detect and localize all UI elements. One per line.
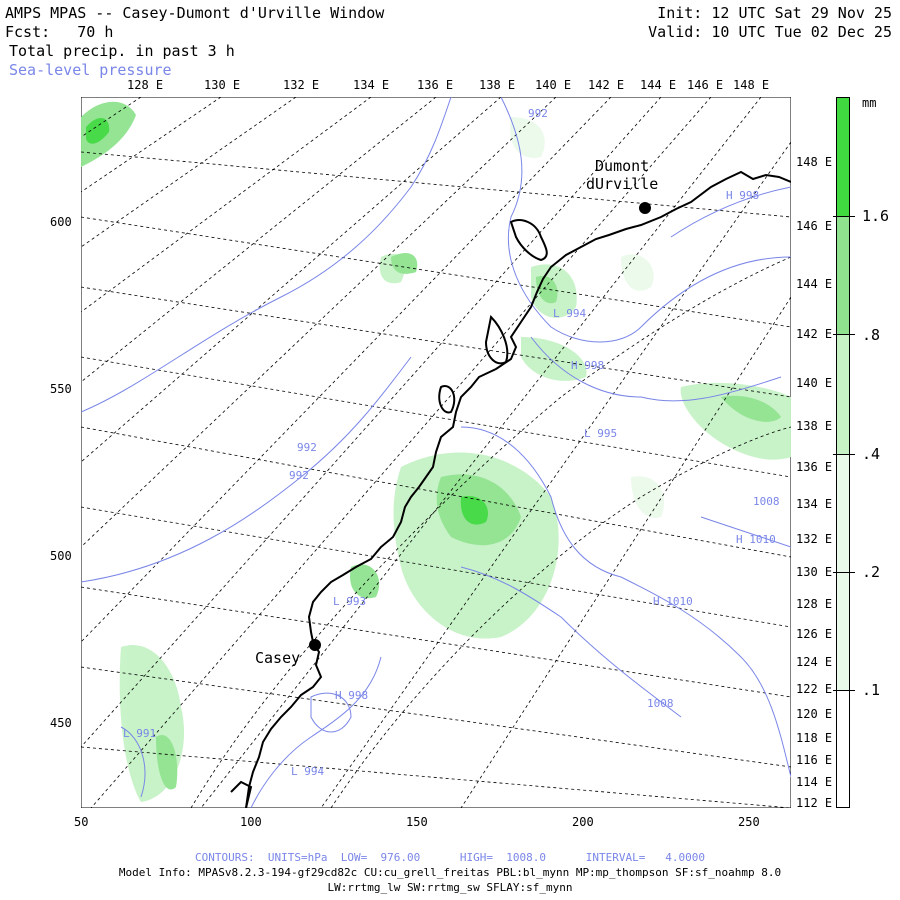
pressure-label: H 998 xyxy=(571,359,605,372)
colorbar-level: .8 xyxy=(862,326,881,344)
right-lon-label: 128 E xyxy=(796,597,833,611)
valid-time: Valid: 10 UTC Tue 02 Dec 25 xyxy=(648,23,892,41)
right-lon-label: 146 E xyxy=(796,219,833,233)
model-info-line2: LW:rrtmg_lw SW:rrtmg_sw SFLAY:sf_mynn xyxy=(327,881,573,894)
colorbar-segment xyxy=(837,690,849,807)
lat-lon-grid xyxy=(80,96,792,809)
colorbar-divider xyxy=(833,216,855,217)
right-lon-label: 140 E xyxy=(796,376,833,390)
right-lon-label: 148 E xyxy=(796,155,833,169)
right-lon-label: 126 E xyxy=(796,627,833,641)
pressure-label: H 998 xyxy=(335,689,369,702)
station-name-line: dUrville xyxy=(586,175,659,193)
y-tick-label: 550 xyxy=(50,382,72,396)
pressure-label: L 994 xyxy=(553,307,587,320)
contour-field-name: Sea-level pressure xyxy=(9,61,172,79)
right-lon-label: 142 E xyxy=(796,327,833,341)
colorbar-level: .1 xyxy=(862,681,881,699)
top-lon-label: 132 E xyxy=(283,78,320,92)
right-lon-label: 138 E xyxy=(796,419,833,433)
right-lon-label: 114 E xyxy=(796,775,833,789)
x-tick-label: 100 xyxy=(240,815,262,829)
top-lon-label: 148 E xyxy=(733,78,770,92)
pressure-label: L 993 xyxy=(333,595,367,608)
pressure-label: L 994 xyxy=(291,765,325,778)
x-tick-label: 50 xyxy=(74,815,89,829)
colorbar-level: .4 xyxy=(862,445,881,463)
station-marker-casey xyxy=(309,639,321,651)
pressure-label: H 1010 xyxy=(653,595,693,608)
colorbar xyxy=(833,97,855,808)
station-label-dumont: Dumont dUrville xyxy=(586,157,658,193)
x-tick-label: 200 xyxy=(572,815,594,829)
pressure-label: L 995 xyxy=(584,427,618,440)
top-lon-label: 128 E xyxy=(127,78,164,92)
chart-title: AMPS MPAS -- Casey-Dumont d'Urville Wind… xyxy=(5,4,385,22)
top-lon-label: 144 E xyxy=(640,78,677,92)
map-plot: Dumont dUrville Casey 992 H 998 L 994 H … xyxy=(80,96,792,809)
colorbar-segment xyxy=(837,334,849,454)
right-lon-label: 124 E xyxy=(796,655,833,669)
colorbar-unit: mm xyxy=(862,96,877,110)
top-lon-label: 136 E xyxy=(417,78,454,92)
forecast-hour: Fcst: 70 h xyxy=(5,23,114,41)
top-lon-label: 134 E xyxy=(353,78,390,92)
right-lon-label: 136 E xyxy=(796,460,833,474)
y-tick-label: 450 xyxy=(50,716,72,730)
right-lon-label: 112 E xyxy=(796,796,833,810)
top-lon-label: 146 E xyxy=(687,78,724,92)
top-lon-label: 140 E xyxy=(535,78,572,92)
top-lon-label: 130 E xyxy=(204,78,241,92)
precip-patches xyxy=(81,101,791,802)
coastline xyxy=(230,170,792,809)
right-lon-label: 116 E xyxy=(796,753,833,767)
pressure-label: H 998 xyxy=(726,189,760,202)
colorbar-divider xyxy=(833,334,855,335)
x-tick-label: 150 xyxy=(406,815,428,829)
y-tick-label: 500 xyxy=(50,549,72,563)
pressure-label: 1008 xyxy=(753,495,780,508)
top-lon-label: 138 E xyxy=(479,78,516,92)
colorbar-segment xyxy=(837,98,849,216)
field-name: Total precip. in past 3 h xyxy=(9,42,235,60)
colorbar-level: 1.6 xyxy=(862,207,890,225)
right-lon-label: 118 E xyxy=(796,731,833,745)
right-lon-label: 122 E xyxy=(796,682,833,696)
colorbar-level: .2 xyxy=(862,563,881,581)
pressure-label: 992 xyxy=(289,469,309,482)
isobar-contours xyxy=(80,96,792,809)
init-time: Init: 12 UTC Sat 29 Nov 25 xyxy=(657,4,892,22)
colorbar-segment xyxy=(837,216,849,334)
x-tick-label: 250 xyxy=(738,815,760,829)
station-marker-dumont xyxy=(639,202,651,214)
right-lon-label: 134 E xyxy=(796,497,833,511)
right-lon-label: 144 E xyxy=(796,277,833,291)
model-info: Model Info: MPASv8.2.3-194-gf29cd82c CU:… xyxy=(118,866,782,879)
colorbar-divider xyxy=(833,690,855,691)
top-lon-label: 142 E xyxy=(588,78,625,92)
right-lon-label: 132 E xyxy=(796,532,833,546)
map-svg xyxy=(80,96,792,809)
pressure-label: 992 xyxy=(528,107,548,120)
contour-info: CONTOURS: UNITS=hPa LOW= 976.00 HIGH= 10… xyxy=(195,851,705,864)
right-lon-label: 120 E xyxy=(796,707,833,721)
y-tick-label: 600 xyxy=(50,215,72,229)
pressure-label: 1008 xyxy=(647,697,674,710)
right-lon-label: 130 E xyxy=(796,565,833,579)
pressure-label: L 991 xyxy=(123,727,157,740)
pressure-label: 992 xyxy=(297,441,317,454)
station-label-casey: Casey xyxy=(255,649,301,667)
station-name-line: Dumont xyxy=(595,157,650,175)
colorbar-divider xyxy=(833,454,855,455)
pressure-label: H 1010 xyxy=(736,533,776,546)
colorbar-divider xyxy=(833,572,855,573)
